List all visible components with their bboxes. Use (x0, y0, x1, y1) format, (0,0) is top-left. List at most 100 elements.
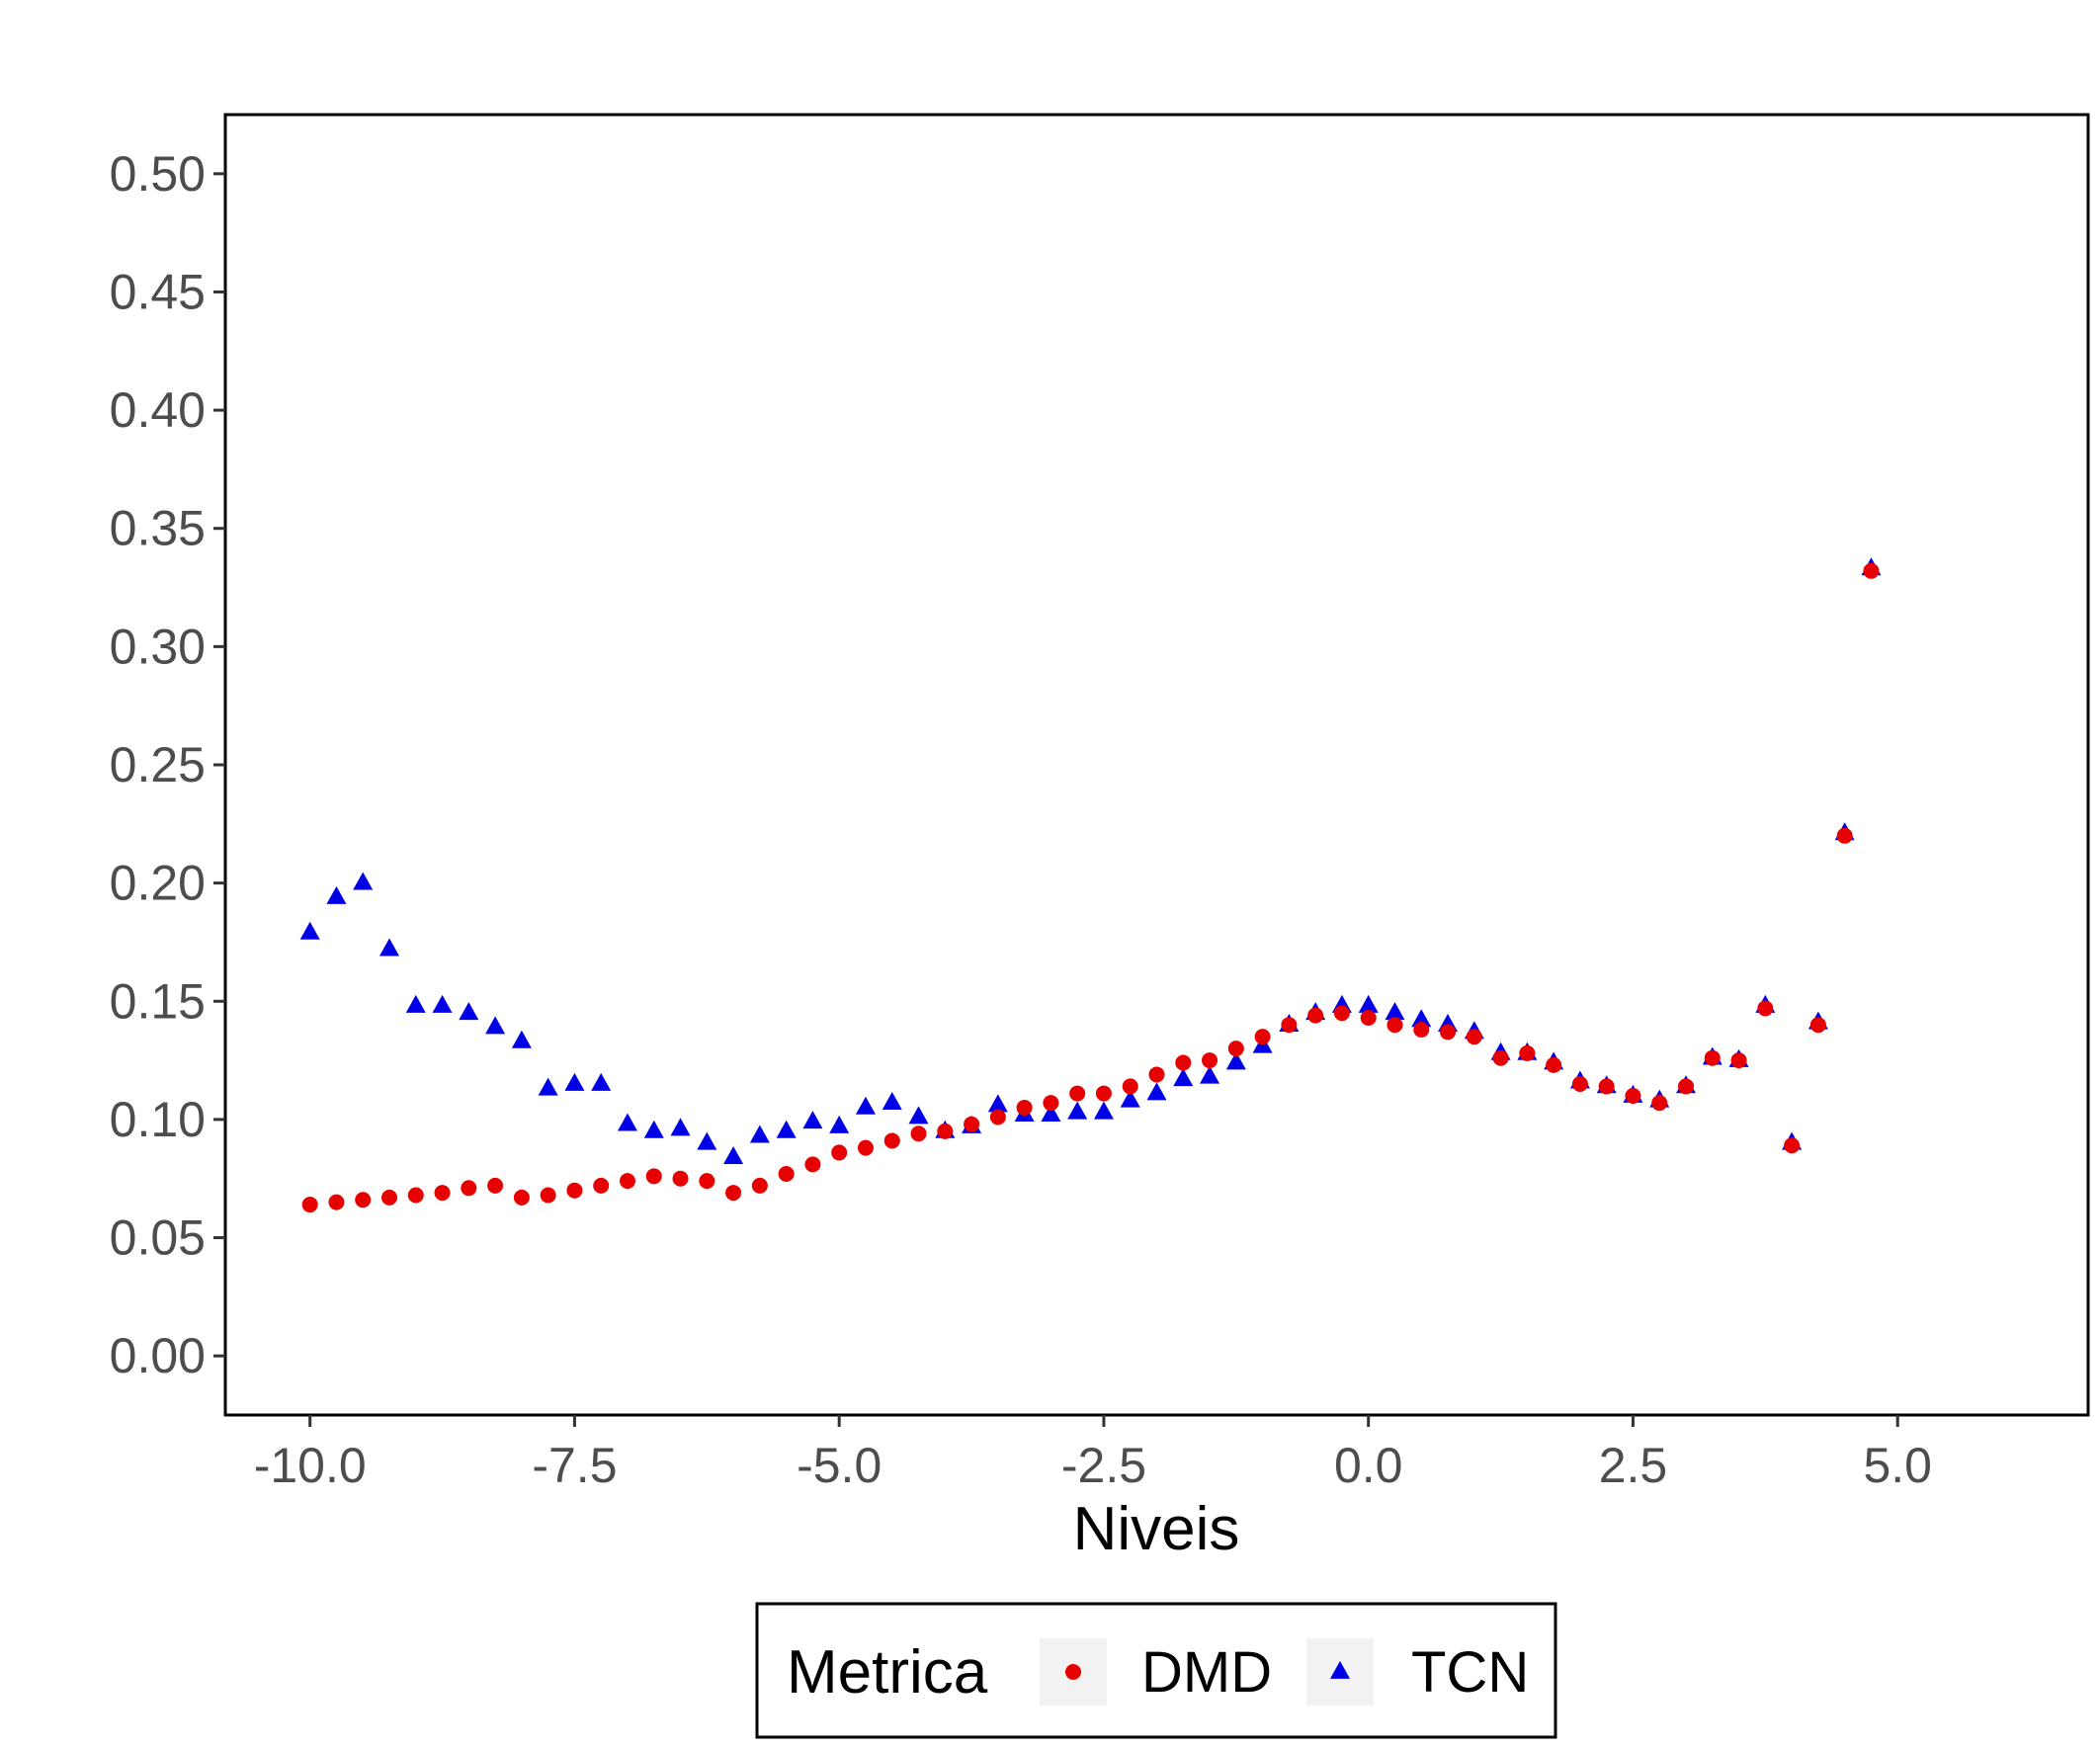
data-point-tcn (591, 1072, 612, 1091)
data-point-dmd (1625, 1087, 1641, 1104)
legend-key-tcn (1330, 1660, 1350, 1679)
data-point-tcn (908, 1106, 929, 1125)
data-point-dmd (407, 1187, 424, 1204)
data-point-dmd (1466, 1029, 1482, 1045)
x-tick-label: 2.5 (1599, 1438, 1668, 1493)
data-point-tcn (511, 1030, 532, 1048)
data-point-dmd (1757, 1000, 1774, 1017)
x-tick-label: 0.0 (1334, 1438, 1403, 1493)
data-point-dmd (540, 1187, 556, 1204)
data-point-dmd (725, 1185, 742, 1202)
data-point-dmd (1546, 1056, 1562, 1073)
x-tick-label: 5.0 (1863, 1438, 1932, 1493)
data-point-dmd (804, 1156, 821, 1173)
data-point-tcn (326, 885, 347, 904)
data-point-dmd (487, 1177, 504, 1194)
data-point-dmd (645, 1168, 662, 1185)
data-point-tcn (1067, 1101, 1088, 1120)
data-point-dmd (1069, 1085, 1086, 1102)
data-point-tcn (1200, 1065, 1220, 1084)
x-tick-label: -7.5 (532, 1438, 617, 1493)
data-point-dmd (1307, 1007, 1324, 1024)
data-point-dmd (672, 1170, 689, 1187)
data-point-dmd (1360, 1010, 1377, 1027)
data-point-dmd (1333, 1005, 1350, 1022)
data-point-dmd (1122, 1078, 1138, 1095)
data-point-dmd (381, 1189, 398, 1206)
legend-label-tcn: TCN (1411, 1640, 1529, 1705)
data-point-dmd (1571, 1076, 1588, 1093)
legend: Metrica DMD TCN (755, 1602, 1557, 1739)
data-point-dmd (355, 1192, 372, 1208)
data-point-tcn (697, 1131, 717, 1150)
data-point-dmd (751, 1177, 768, 1194)
y-tick-label: 0.00 (110, 1328, 206, 1383)
data-point-dmd (513, 1189, 530, 1206)
y-tick-label: 0.45 (110, 264, 206, 319)
data-point-dmd (461, 1180, 477, 1197)
x-tick-label: -2.5 (1061, 1438, 1146, 1493)
legend-title: Metrica (787, 1638, 988, 1707)
y-tick-label: 0.40 (110, 382, 206, 438)
data-point-dmd (910, 1125, 927, 1142)
data-point-tcn (1093, 1101, 1114, 1120)
data-point-dmd (1281, 1017, 1298, 1034)
series-dmd (301, 562, 1880, 1213)
data-point-dmd (937, 1123, 954, 1139)
data-point-dmd (1175, 1054, 1192, 1071)
data-point-tcn (1146, 1082, 1167, 1101)
data-point-tcn (538, 1077, 558, 1096)
data-point-dmd (1704, 1049, 1721, 1066)
data-point-tcn (1385, 1002, 1405, 1021)
y-axis: 0.00 0.05 0.10 0.15 0.20 0.25 0.30 0.35 0.40 0.45… (110, 146, 225, 1383)
data-point-dmd (1227, 1041, 1244, 1057)
data-point-dmd (1651, 1095, 1668, 1112)
data-point-dmd (883, 1132, 900, 1149)
data-point-tcn (670, 1118, 691, 1136)
data-point-tcn (299, 921, 320, 940)
y-tick-label: 0.05 (110, 1210, 206, 1266)
data-point-dmd (1492, 1049, 1509, 1066)
data-point-tcn (1041, 1103, 1061, 1122)
legend-box (755, 1602, 1557, 1739)
data-point-dmd (566, 1182, 583, 1199)
data-point-tcn (1225, 1051, 1246, 1070)
data-point-tcn (749, 1125, 770, 1143)
data-point-dmd (699, 1173, 715, 1190)
data-point-dmd (1678, 1078, 1695, 1095)
data-point-tcn (1173, 1068, 1194, 1087)
y-tick-label: 0.35 (110, 501, 206, 556)
legend-marker-tcn (1330, 1660, 1350, 1679)
data-point-tcn (829, 1115, 850, 1133)
y-tick-label: 0.50 (110, 146, 206, 202)
data-point-dmd (328, 1194, 345, 1210)
data-point-dmd (1809, 1017, 1826, 1034)
data-point-dmd (619, 1173, 635, 1190)
data-point-dmd (301, 1197, 318, 1213)
data-point-dmd (1043, 1095, 1059, 1112)
y-tick-label: 0.15 (110, 973, 206, 1029)
legend-label-dmd: DMD (1141, 1640, 1272, 1705)
data-point-dmd (1202, 1052, 1218, 1069)
data-point-tcn (882, 1092, 902, 1110)
y-tick-label: 0.25 (110, 737, 206, 792)
data-point-tcn (723, 1146, 744, 1165)
data-point-tcn (855, 1096, 876, 1115)
data-point-tcn (485, 1016, 506, 1035)
y-tick-label: 0.10 (110, 1092, 206, 1147)
data-point-dmd (593, 1177, 610, 1194)
x-tick-label: -5.0 (797, 1438, 882, 1493)
data-point-tcn (1411, 1009, 1432, 1028)
data-point-dmd (1016, 1099, 1033, 1116)
y-tick-label: 0.20 (110, 856, 206, 911)
data-point-tcn (432, 994, 453, 1013)
data-point-dmd (434, 1185, 451, 1202)
data-point-tcn (459, 1002, 479, 1021)
data-point-tcn (564, 1072, 585, 1091)
data-point-tcn (802, 1111, 823, 1129)
data-point-tcn (617, 1113, 637, 1131)
data-point-dmd (1784, 1137, 1801, 1154)
data-point-tcn (1120, 1089, 1140, 1108)
data-point-dmd (1519, 1044, 1536, 1061)
